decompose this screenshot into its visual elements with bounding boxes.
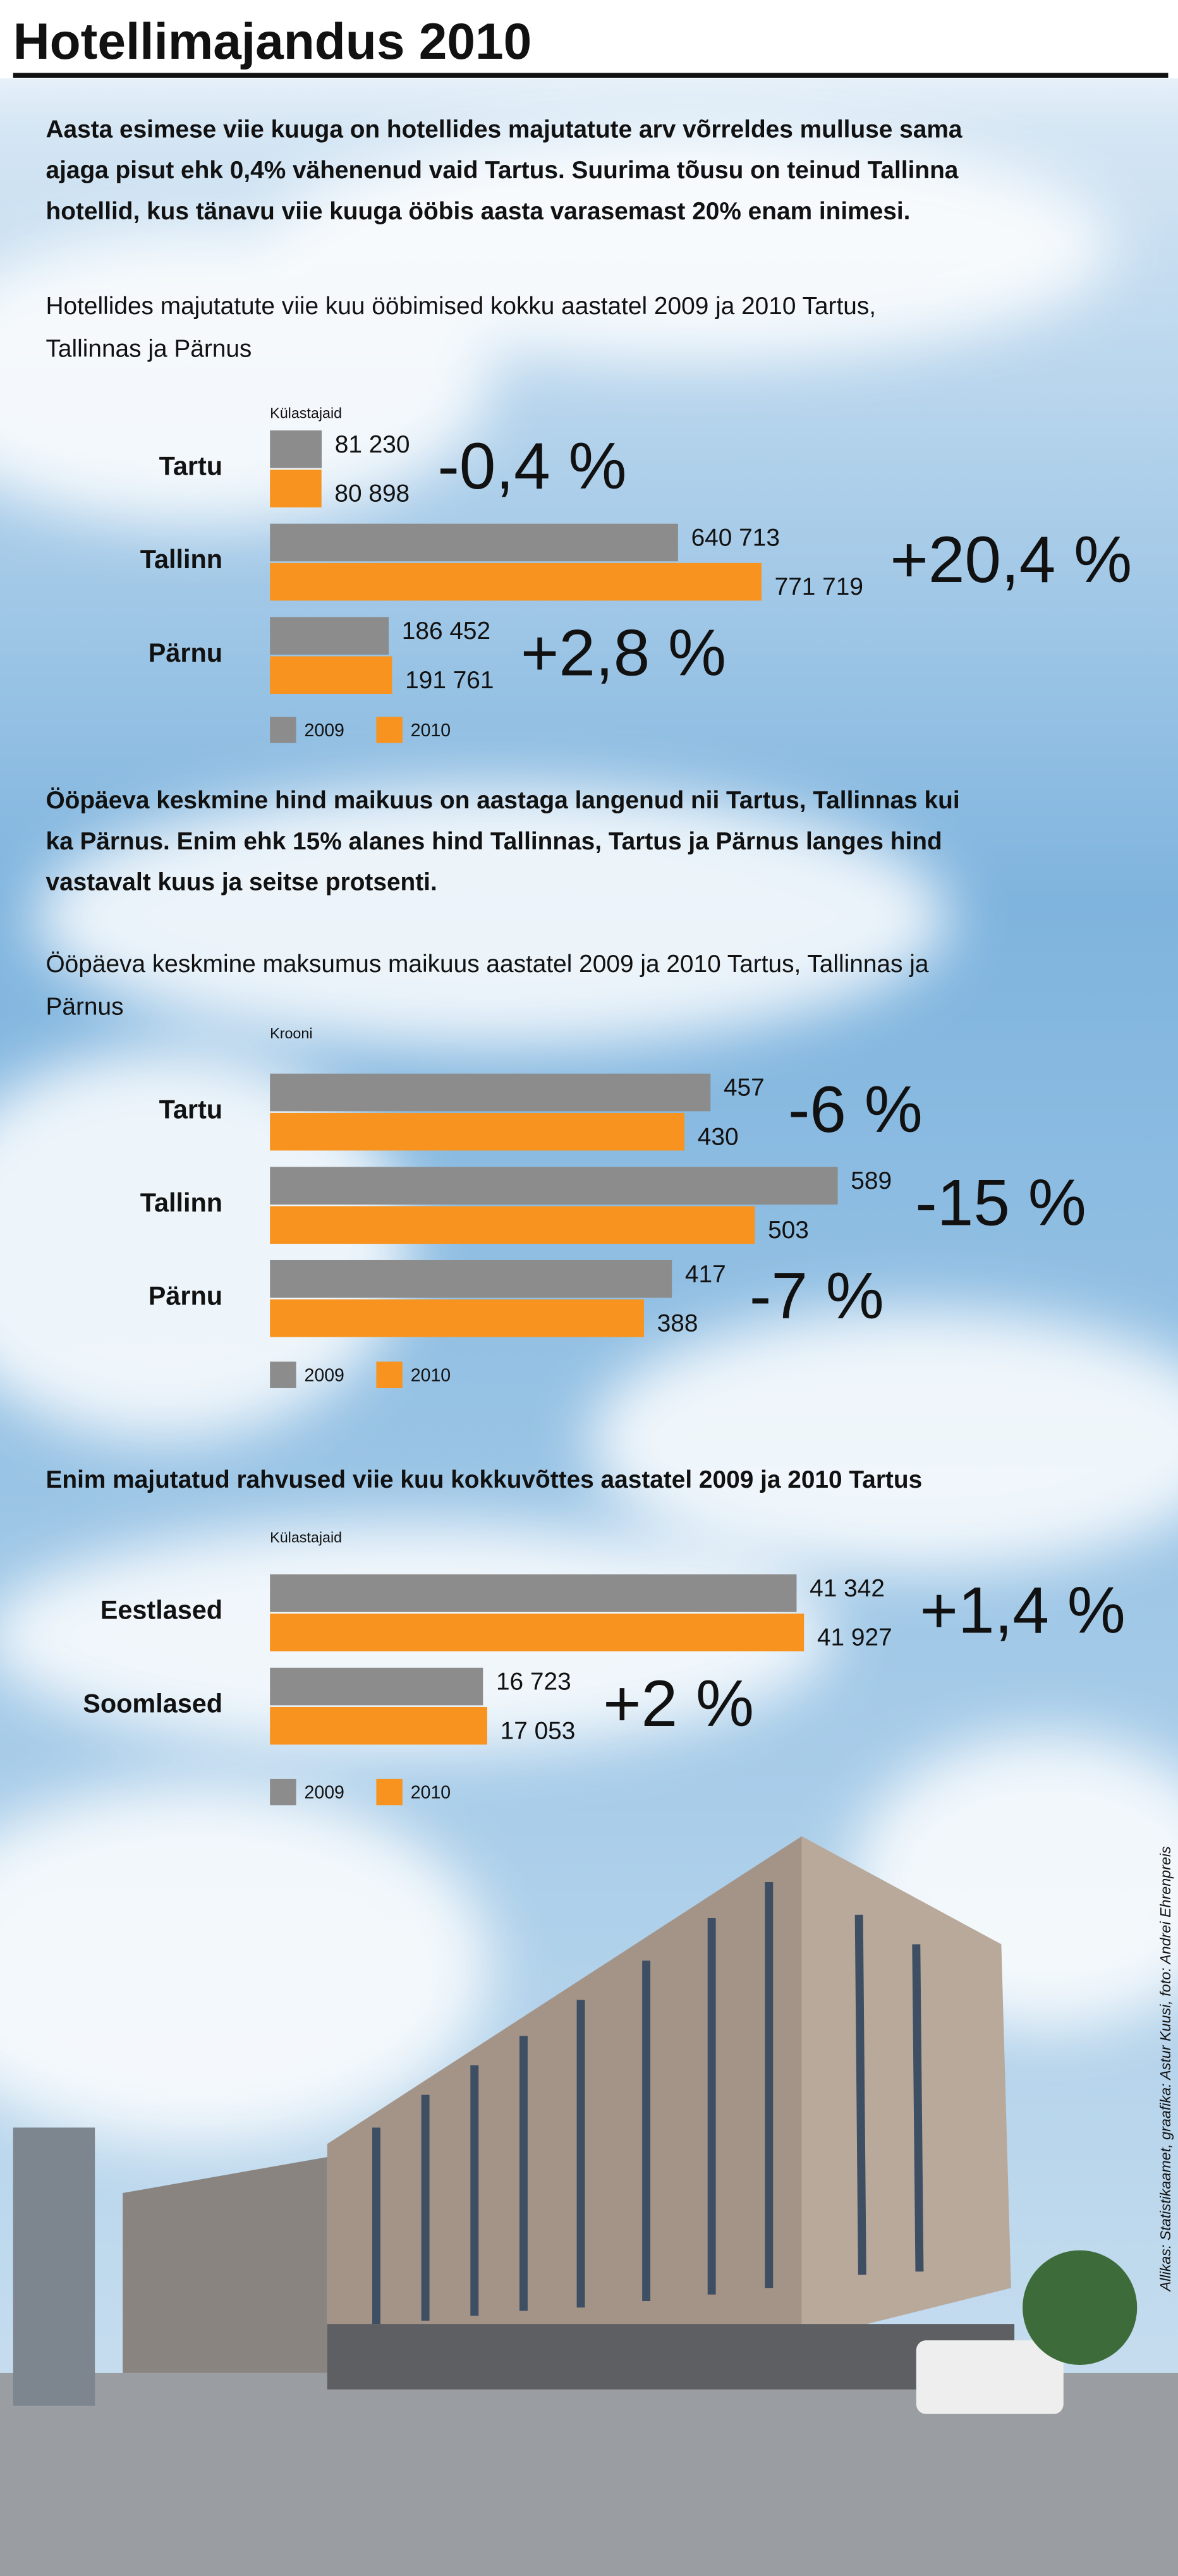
value-label: 41 927 <box>817 1624 892 1651</box>
paragraph-line: ka Pärnus. Enim ehk 15% alanes hind Tall… <box>46 828 942 855</box>
legend-swatch <box>270 1778 296 1806</box>
bar <box>270 1299 645 1337</box>
legend-label: 2010 <box>411 1783 451 1803</box>
paragraph-line: ajaga pisut ehk 0,4% vähenenud vaid Tart… <box>46 157 958 184</box>
unit-label: Krooni <box>270 1025 312 1042</box>
value-label: 388 <box>657 1310 698 1337</box>
category-label: Tallinn <box>140 1188 222 1217</box>
change-annotation: +1,4 % <box>920 1573 1126 1646</box>
value-label: 191 761 <box>405 667 494 694</box>
legend-label: 2009 <box>305 1365 344 1385</box>
value-label: 81 230 <box>335 431 410 458</box>
bar <box>270 562 762 601</box>
category-label: Tallinn <box>140 545 222 574</box>
low-building <box>123 2157 327 2373</box>
change-annotation: +2,8 % <box>521 616 726 689</box>
paragraph-line: Ööpäeva keskmine hind maikuus on aastaga… <box>46 787 959 814</box>
category-label: Soomlased <box>83 1689 222 1718</box>
bar <box>270 617 389 655</box>
chart-title: Hotellides majutatute viie kuu ööbimised… <box>46 293 876 320</box>
bar <box>270 1613 805 1651</box>
legend-label: 2009 <box>305 720 344 741</box>
category-label: Tartu <box>159 452 222 481</box>
bar <box>270 1260 672 1298</box>
change-annotation: -6 % <box>788 1072 923 1146</box>
legend-swatch <box>376 1778 403 1806</box>
paragraph-line: vastavalt kuus ja seitse protsenti. <box>46 869 437 896</box>
legend-label: 2010 <box>411 720 451 741</box>
value-label: 80 898 <box>334 480 410 507</box>
value-label: 41 342 <box>810 1575 885 1602</box>
van <box>916 2340 1064 2414</box>
bar <box>270 1706 487 1745</box>
legend-swatch <box>270 1361 296 1388</box>
chart-title: Pärnus <box>46 993 123 1020</box>
bar <box>270 1167 838 1205</box>
ground-floor <box>327 2324 1015 2390</box>
bar <box>270 1206 755 1244</box>
paragraph-line: Aasta esimese viie kuuga on hotellides m… <box>46 116 962 143</box>
value-label: 589 <box>851 1167 892 1194</box>
paragraph-line: hotellid, kus tänavu viie kuuga ööbis aa… <box>46 198 910 225</box>
chart-title: Ööpäeva keskmine maksumus maikuus aastat… <box>46 951 928 978</box>
category-label: Pärnu <box>149 638 222 667</box>
bar <box>270 470 322 507</box>
bar <box>270 430 322 468</box>
value-label: 17 053 <box>501 1717 576 1744</box>
tree <box>1023 2250 1138 2365</box>
bar <box>270 1667 483 1706</box>
bar <box>270 1574 797 1612</box>
chart-title: Tallinnas ja Pärnus <box>46 335 252 362</box>
clouds <box>0 131 1178 2144</box>
category-label: Tartu <box>159 1095 222 1124</box>
unit-label: Külastajaid <box>270 404 342 421</box>
unit-label: Külastajaid <box>270 1529 342 1545</box>
value-label: 771 719 <box>775 573 863 600</box>
building-photo <box>0 1836 1178 2576</box>
page-title: Hotellimajandus 2010 <box>13 13 532 70</box>
value-label: 640 713 <box>691 525 780 552</box>
bar <box>270 656 392 694</box>
value-label: 430 <box>698 1123 739 1150</box>
change-annotation: -7 % <box>750 1259 884 1332</box>
legend-label: 2009 <box>305 1783 344 1803</box>
value-label: 417 <box>685 1261 726 1288</box>
value-label: 457 <box>724 1074 765 1102</box>
windows <box>372 1882 924 2324</box>
category-label: Pärnu <box>149 1281 222 1310</box>
value-label: 503 <box>768 1217 809 1244</box>
building-side <box>801 1836 1011 2341</box>
legend-swatch <box>376 717 403 743</box>
change-annotation: +2 % <box>603 1667 754 1740</box>
bar <box>270 1112 685 1151</box>
change-annotation: +20,4 % <box>890 523 1132 596</box>
value-label: 16 723 <box>496 1668 571 1696</box>
left-building <box>13 2127 95 2406</box>
value-label: 186 452 <box>402 617 490 645</box>
bar <box>270 1073 711 1112</box>
change-annotation: -15 % <box>915 1165 1086 1239</box>
change-annotation: -0,4 % <box>437 429 626 502</box>
credit: Allikas: Statistikaamet, graafika: Astur… <box>1157 1846 1174 2292</box>
building-front <box>327 1836 802 2373</box>
title-band <box>0 0 1178 79</box>
legend-label: 2010 <box>411 1365 451 1385</box>
chart-title: Enim majutatud rahvused viie kuu kokkuvõ… <box>46 1466 922 1493</box>
legend-swatch <box>270 717 296 743</box>
category-label: Eestlased <box>100 1596 222 1625</box>
legend-swatch <box>376 1361 403 1388</box>
bar <box>270 523 678 562</box>
